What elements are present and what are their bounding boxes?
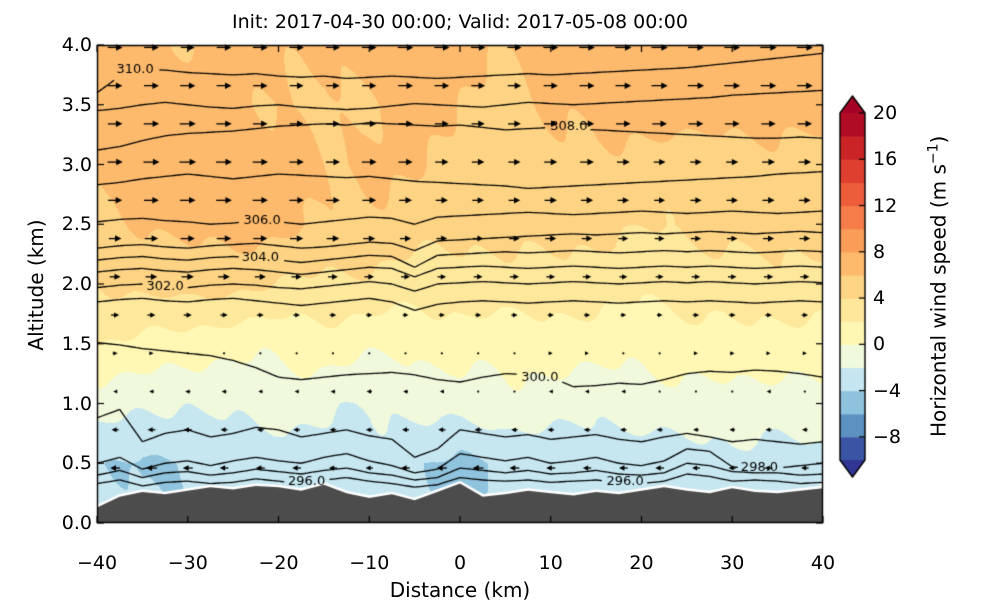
x-tick-label: 0	[453, 552, 467, 574]
colorbar-tick-label: −8	[873, 425, 902, 448]
x-axis-label: Distance (km)	[389, 578, 531, 600]
y-tick-label: 1.0	[61, 392, 92, 415]
plot-title: Init: 2017-04-30 00:00; Valid: 2017-05-0…	[232, 11, 688, 33]
x-tick-label: 10	[538, 552, 563, 574]
y-tick-label: 3.5	[61, 93, 92, 116]
y-tick-label: 1.5	[61, 332, 92, 355]
x-tick-label: 20	[629, 552, 654, 574]
x-tick-label: 30	[720, 552, 745, 574]
colorbar-tick-label: 20	[873, 102, 898, 124]
colorbar-tick-label: −4	[873, 379, 902, 402]
colorbar-tick-label: 0	[873, 333, 886, 356]
colorbar-tick-label: 8	[873, 240, 886, 263]
y-tick-label: 0.0	[61, 512, 92, 534]
colorbar-tick-label: 12	[873, 194, 898, 217]
y-tick-label: 2.5	[61, 213, 92, 236]
colorbar-label-text: Horizontal wind speed (m s	[926, 164, 951, 438]
colorbar-tick-label: 4	[873, 287, 886, 310]
x-tick-label: 40	[810, 552, 836, 574]
y-tick-label: 4.0	[61, 34, 92, 56]
colorbar-tick-label: 16	[873, 148, 898, 171]
x-tick-label: −40	[76, 552, 118, 574]
colorbar-label-superscript: −1	[925, 143, 942, 165]
y-tick-label: 2.0	[61, 273, 92, 295]
colorbar-label-close: )	[926, 135, 951, 144]
y-tick-label: 0.5	[61, 452, 92, 475]
x-tick-label: −10	[349, 552, 390, 574]
colorbar-label: Horizontal wind speed (m s−1)	[926, 76, 951, 496]
x-tick-label: −20	[258, 552, 299, 574]
y-tick-label: 3.0	[61, 153, 92, 176]
x-tick-label: −30	[167, 552, 208, 574]
